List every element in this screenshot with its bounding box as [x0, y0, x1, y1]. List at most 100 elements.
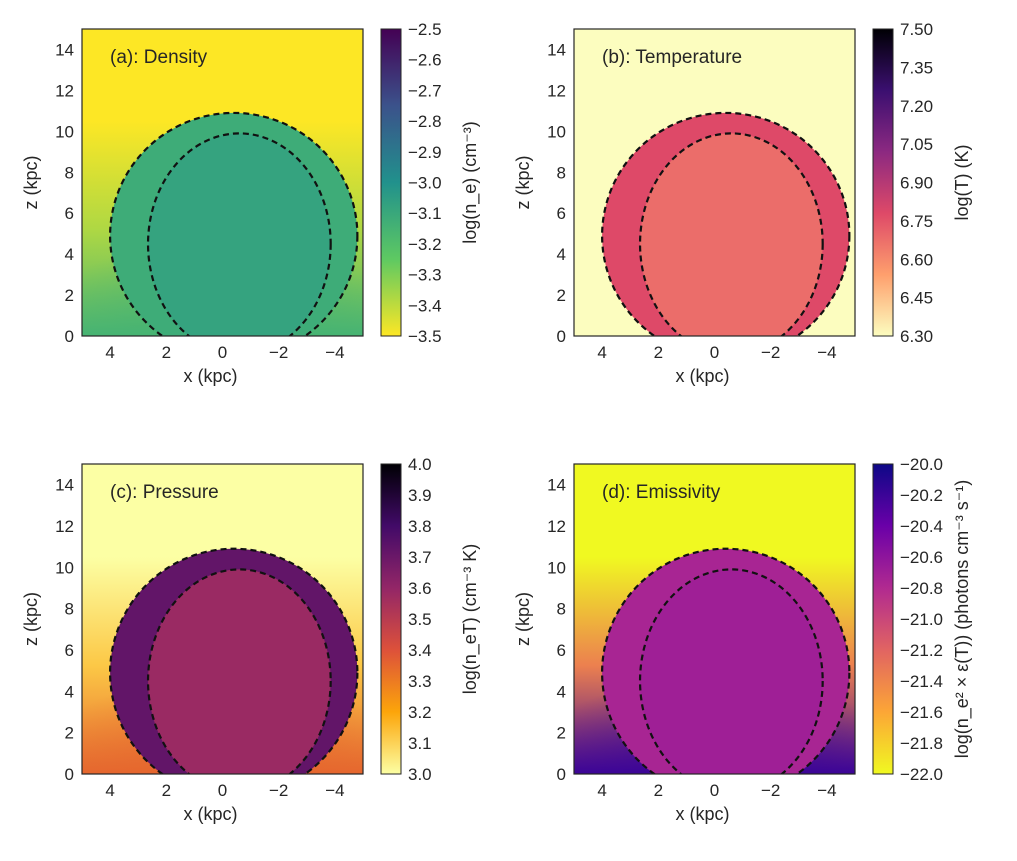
- y-tick-label: 10: [55, 558, 74, 577]
- shell-outline: [601, 111, 851, 336]
- shell-outline: [109, 111, 359, 336]
- colorbar-tick-label: 6.30: [900, 327, 933, 346]
- colorbar: [872, 463, 894, 775]
- plot-area: [82, 464, 363, 774]
- x-axis-label: x (kpc): [184, 366, 238, 386]
- x-tick-label: 2: [654, 343, 663, 362]
- colorbar-tick-label: −21.2: [900, 641, 943, 660]
- y-tick-label: 12: [55, 81, 74, 100]
- colorbar-tick-label: −20.8: [900, 579, 943, 598]
- x-tick-label: −4: [817, 781, 836, 800]
- y-tick-label: 12: [55, 517, 74, 536]
- panel-1: (a): Density 4 2 0 −2 −4 x (kpc) 0 2 4 6 8 10 12 14 z (…: [21, 20, 481, 386]
- colorbar-tick-label: −2.8: [408, 112, 442, 131]
- x-tick-label: −2: [269, 781, 288, 800]
- colorbar-tick-label: 3.8: [408, 517, 432, 536]
- colorbar-tick-label: −20.0: [900, 455, 943, 474]
- x-tick-label: 2: [162, 781, 171, 800]
- cavity-region: [148, 133, 331, 336]
- x-tick-label: 0: [710, 343, 719, 362]
- y-tick-label: 4: [65, 245, 74, 264]
- x-tick-label: 2: [162, 343, 171, 362]
- x-tick-label: −4: [325, 343, 344, 362]
- colorbar-tick-label: −3.5: [408, 327, 442, 346]
- panel-title: (d): Emissivity: [602, 482, 721, 503]
- cavity-outline: [146, 568, 332, 774]
- panel-4: (d): Emissivity 4 2 0 −2 −4 x (kpc) 0 2 4 6 8 10 12 14…: [513, 455, 973, 824]
- y-tick-label: 10: [55, 122, 74, 141]
- y-tick-label: 6: [557, 641, 566, 660]
- shell-outline: [109, 547, 359, 774]
- colorbar-tick-label: −21.8: [900, 734, 943, 753]
- y-axis-label: z (kpc): [513, 592, 533, 646]
- cavity-region: [640, 569, 823, 774]
- cavity-outline: [638, 132, 824, 336]
- colorbar-tick-label: −2.5: [408, 20, 442, 39]
- colorbar-tick-label: −20.6: [900, 548, 943, 567]
- cavity-outline: [146, 132, 332, 336]
- y-tick-label: 8: [65, 600, 74, 619]
- colorbar-tick-label: −3.4: [408, 296, 442, 315]
- x-tick-label: 4: [597, 343, 606, 362]
- panel-title: (a): Density: [110, 47, 208, 68]
- y-tick-label: 2: [65, 286, 74, 305]
- x-tick-label: −4: [325, 781, 344, 800]
- y-tick-label: 2: [65, 724, 74, 743]
- y-tick-label: 12: [547, 517, 566, 536]
- x-tick-label: −2: [761, 343, 780, 362]
- y-tick-label: 14: [55, 476, 74, 495]
- panel-title: (c): Pressure: [110, 482, 219, 503]
- y-tick-label: 6: [65, 641, 74, 660]
- x-tick-label: −2: [269, 343, 288, 362]
- y-tick-label: 0: [65, 327, 74, 346]
- colorbar-tick-label: −2.9: [408, 143, 442, 162]
- colorbar: [380, 463, 402, 775]
- x-tick-label: 2: [654, 781, 663, 800]
- plot-frame: [573, 28, 856, 337]
- colorbar-tick-label: 3.3: [408, 672, 432, 691]
- y-axis-label: z (kpc): [21, 592, 41, 646]
- y-tick-label: 10: [547, 558, 566, 577]
- plot-area: [574, 29, 855, 336]
- y-tick-label: 0: [557, 327, 566, 346]
- colorbar-tick-label: 7.05: [900, 135, 933, 154]
- y-axis-label: z (kpc): [21, 156, 41, 210]
- y-tick-label: 8: [557, 163, 566, 182]
- y-tick-label: 14: [547, 40, 566, 59]
- y-axis-label: z (kpc): [513, 156, 533, 210]
- y-tick-label: 4: [557, 245, 566, 264]
- colorbar-tick-label: 6.45: [900, 289, 933, 308]
- colorbar-label: log(n_eT) (cm⁻³ K): [460, 544, 481, 695]
- y-tick-label: 6: [557, 204, 566, 223]
- colorbar-label: log(n_e) (cm⁻³): [460, 121, 481, 244]
- colorbar-tick-label: 7.50: [900, 20, 933, 39]
- colorbar-tick-label: −20.2: [900, 486, 943, 505]
- panel-3: (c): Pressure 4 2 0 −2 −4 x (kpc) 0 2 4 6 8 10 12 14 z …: [21, 455, 481, 824]
- colorbar-tick-label: −22.0: [900, 765, 943, 784]
- x-tick-label: 0: [218, 343, 227, 362]
- colorbar: [872, 28, 894, 337]
- y-tick-label: 4: [65, 682, 74, 701]
- colorbar-tick-label: −2.6: [408, 51, 442, 70]
- plot-frame: [573, 463, 856, 775]
- colorbar-tick-label: 3.5: [408, 610, 432, 629]
- y-tick-label: 8: [65, 163, 74, 182]
- cavity-region: [148, 569, 331, 774]
- x-tick-label: 4: [597, 781, 606, 800]
- colorbar-tick-label: 4.0: [408, 455, 432, 474]
- x-tick-label: −2: [761, 781, 780, 800]
- colorbar-tick-label: −21.0: [900, 610, 943, 629]
- x-axis-label: x (kpc): [676, 804, 730, 824]
- x-tick-label: 4: [105, 343, 114, 362]
- colorbar-tick-label: −20.4: [900, 517, 943, 536]
- x-tick-label: 0: [218, 781, 227, 800]
- colorbar-tick-label: 6.60: [900, 250, 933, 269]
- colorbar-tick-label: −3.2: [408, 235, 442, 254]
- colorbar-tick-label: 3.2: [408, 703, 432, 722]
- colorbar-tick-label: 7.20: [900, 97, 933, 116]
- plot-frame: [81, 28, 364, 337]
- colorbar-tick-label: −21.6: [900, 703, 943, 722]
- x-tick-label: −4: [817, 343, 836, 362]
- cavity-outline: [638, 568, 824, 774]
